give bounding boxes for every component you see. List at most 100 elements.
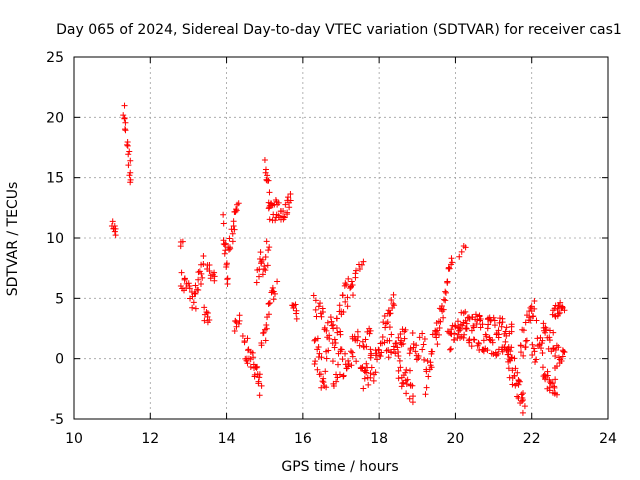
data-point [336, 371, 343, 378]
data-point [181, 275, 188, 282]
data-point [386, 310, 393, 317]
data-point [385, 354, 392, 361]
data-point [507, 357, 514, 364]
data-point [257, 249, 264, 256]
data-point [395, 349, 402, 356]
data-point [121, 102, 128, 109]
data-point [447, 345, 454, 352]
data-point [473, 320, 480, 327]
y-tick-label: 10 [46, 231, 64, 247]
data-point [477, 324, 484, 331]
data-point [264, 262, 271, 269]
data-point [455, 331, 462, 338]
data-point [561, 307, 568, 314]
data-point [339, 292, 346, 299]
data-point [485, 321, 492, 328]
data-point [189, 293, 196, 300]
data-point [284, 209, 291, 216]
data-point [235, 200, 242, 207]
data-point [425, 373, 432, 380]
data-point [505, 365, 512, 372]
data-point [239, 332, 246, 339]
data-point [546, 327, 553, 334]
x-tick-label: 18 [370, 431, 388, 447]
data-point [561, 349, 568, 356]
data-point [442, 288, 449, 295]
data-point [125, 151, 132, 158]
data-point [410, 393, 417, 400]
data-point [358, 365, 365, 372]
data-point [406, 395, 413, 402]
data-point [188, 289, 195, 296]
data-point [262, 169, 269, 176]
data-points [108, 102, 568, 416]
data-point [392, 350, 399, 357]
data-point [323, 384, 330, 391]
data-point [314, 366, 321, 373]
data-point [360, 258, 367, 265]
data-point [523, 337, 530, 344]
data-point [386, 337, 393, 344]
data-point [342, 298, 349, 305]
data-point [438, 303, 445, 310]
data-point [192, 282, 199, 289]
data-point [475, 340, 482, 347]
data-point [265, 311, 272, 318]
data-point [546, 387, 553, 394]
data-point [200, 252, 207, 259]
data-point [555, 310, 562, 317]
data-point [498, 323, 505, 330]
data-point [293, 307, 300, 314]
data-point [499, 348, 506, 355]
data-point [201, 304, 208, 311]
data-point [314, 335, 321, 342]
data-point [253, 364, 260, 371]
data-point [403, 366, 410, 373]
data-point [111, 223, 118, 230]
data-point [211, 273, 218, 280]
data-point [412, 348, 419, 355]
data-point [451, 322, 458, 329]
data-point [345, 275, 352, 282]
data-point [511, 355, 518, 362]
data-point [468, 343, 475, 350]
data-point [259, 256, 266, 263]
data-point [367, 327, 374, 334]
data-point [321, 324, 328, 331]
data-point [315, 303, 322, 310]
x-tick-label: 10 [65, 431, 83, 447]
data-point [319, 378, 326, 385]
y-tick-label: 25 [46, 50, 64, 66]
data-point [360, 385, 367, 392]
data-point [539, 337, 546, 344]
data-point [265, 177, 272, 184]
data-point [229, 238, 236, 245]
data-point [404, 376, 411, 383]
data-point [266, 244, 273, 251]
data-point [470, 336, 477, 343]
data-point [419, 330, 426, 337]
data-point [555, 344, 562, 351]
data-point [367, 346, 374, 353]
data-point [495, 334, 502, 341]
data-point [325, 347, 332, 354]
data-point [220, 211, 227, 218]
data-point [333, 378, 340, 385]
data-point [261, 263, 268, 270]
data-point [386, 324, 393, 331]
data-point [393, 340, 400, 347]
data-point [436, 331, 443, 338]
data-point [189, 304, 196, 311]
data-point [326, 335, 333, 342]
data-point [349, 353, 356, 360]
data-point [122, 126, 128, 133]
data-point [542, 376, 549, 383]
data-point [517, 342, 524, 349]
data-point [521, 403, 528, 410]
data-point [312, 306, 319, 313]
data-point [550, 329, 557, 336]
data-point [341, 282, 348, 289]
data-point [124, 141, 131, 148]
data-point [312, 336, 319, 343]
data-point [262, 337, 269, 344]
